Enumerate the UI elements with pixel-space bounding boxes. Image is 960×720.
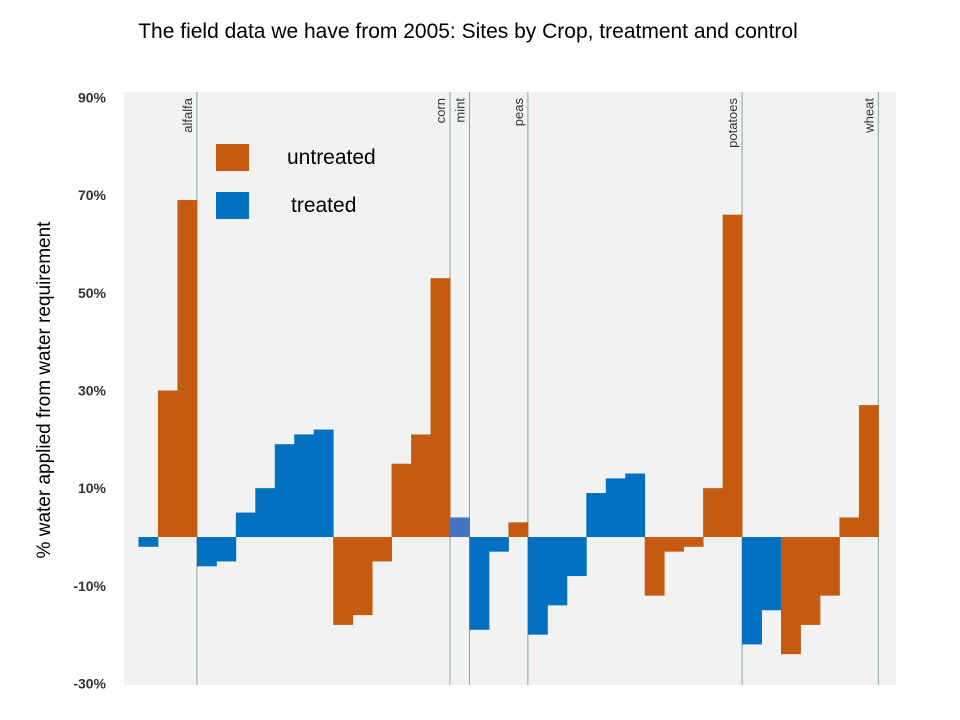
crop-label-corn: corn (433, 98, 448, 123)
bar-potatoes-treated (586, 493, 607, 537)
bar-corn-untreated (430, 278, 451, 537)
bar-wheat-untreated (819, 537, 840, 596)
chart-title: The field data we have from 2005: Sites … (138, 20, 798, 43)
y-tick-label: 90% (78, 90, 107, 106)
bar-potatoes-untreated (644, 537, 665, 596)
legend-label-untreated: untreated (287, 145, 376, 169)
legend-label-treated: treated (291, 193, 357, 217)
y-tick-label: 10% (78, 480, 107, 496)
bar-corn-treated (313, 429, 334, 537)
bar-potatoes-treated (605, 478, 626, 537)
bar-peas-treated (469, 537, 490, 630)
bar-corn-untreated (333, 537, 354, 625)
bar-mint-treated (450, 517, 470, 537)
y-tick-label: -30% (73, 676, 106, 692)
bar-alfalfa-treated (138, 537, 159, 547)
bar-alfalfa-untreated (157, 390, 178, 537)
bar-corn-untreated (372, 537, 393, 562)
bar-alfalfa-untreated (177, 200, 198, 538)
y-tick-label: 50% (78, 285, 107, 301)
bar-potatoes-untreated (664, 537, 685, 552)
crop-label-potatoes: potatoes (725, 98, 740, 148)
bar-potatoes-untreated (703, 488, 723, 537)
bar-corn-untreated (352, 537, 373, 616)
crop-label-mint: mint (453, 98, 468, 123)
bar-wheat-untreated (800, 537, 821, 625)
bar-peas-untreated (508, 522, 529, 537)
bar-wheat-untreated (839, 517, 860, 537)
y-tick-labels: 90% 70% 50% 30% 10% -10% -30% (73, 90, 106, 692)
bar-corn-treated (196, 537, 217, 567)
y-tick-label: 30% (78, 383, 107, 399)
bar-corn-treated (255, 488, 276, 537)
crop-label-peas: peas (511, 98, 526, 127)
crop-label-alfalfa: alfalfa (180, 97, 195, 132)
bar-potatoes-treated (566, 537, 587, 577)
bar-corn-treated (216, 537, 237, 562)
crop-label-wheat: wheat (861, 98, 876, 134)
bar-corn-untreated (411, 434, 431, 537)
bar-corn-untreated (391, 463, 412, 537)
bar-potatoes-treated (527, 537, 548, 635)
bar-wheat-treated (761, 537, 782, 611)
crop-labels: alfalfa corn mint peas potatoes wheat (180, 97, 877, 148)
bar-peas-treated (488, 537, 509, 552)
bar-corn-treated (274, 444, 295, 537)
bar-potatoes-treated (625, 473, 646, 537)
bar-wheat-untreated (781, 537, 801, 655)
y-tick-label: -10% (73, 578, 106, 594)
bar-potatoes-treated (547, 537, 568, 606)
bar-potatoes-untreated (722, 214, 743, 537)
bar-wheat-untreated (858, 405, 879, 537)
bar-corn-treated (294, 434, 315, 537)
legend-swatch-untreated (216, 144, 249, 171)
bar-group (138, 200, 879, 655)
bar-potatoes-untreated (683, 537, 704, 547)
bar-corn-treated (235, 512, 256, 537)
legend-untreated: untreated (216, 144, 376, 171)
y-tick-label: 70% (78, 187, 107, 203)
legend-treated: treated (216, 192, 356, 219)
bar-wheat-treated (742, 537, 762, 645)
legend-swatch-treated (216, 192, 249, 219)
